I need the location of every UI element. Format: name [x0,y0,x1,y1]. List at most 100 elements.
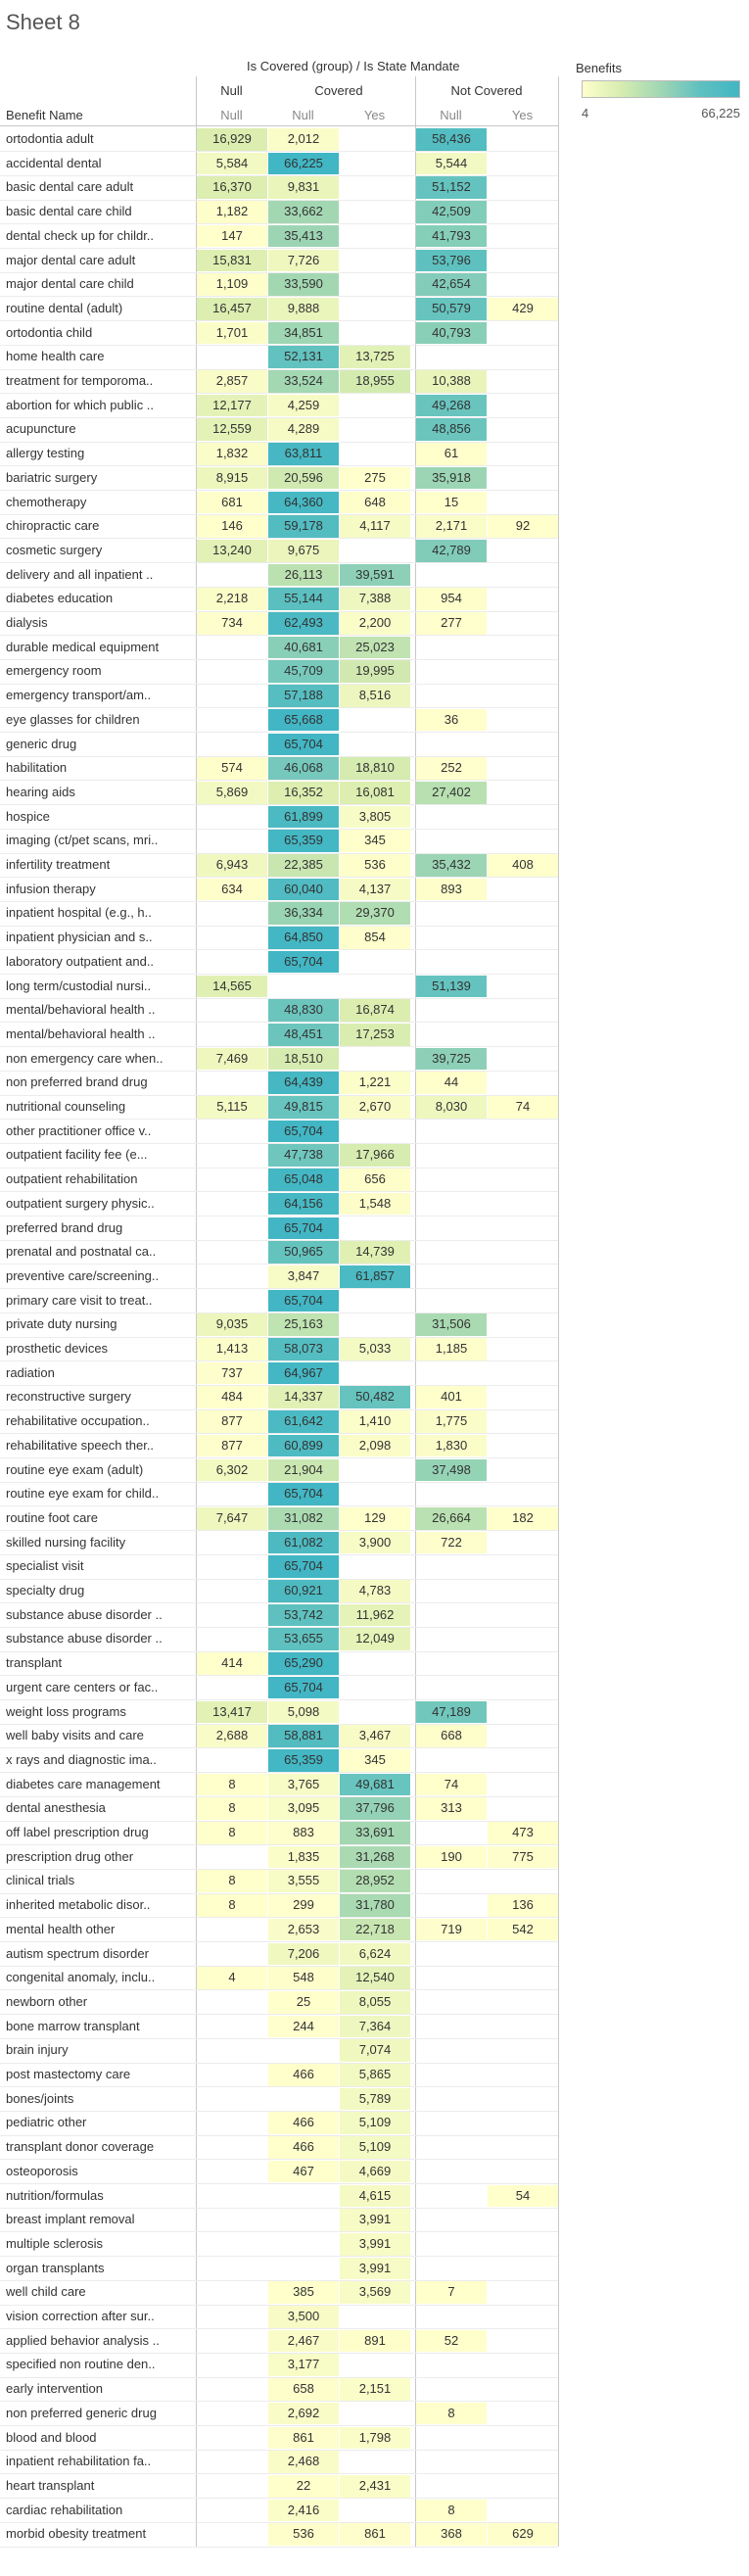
heatmap-cell: 37,498 [416,1458,487,1482]
heatmap-cell: 54 [488,2184,558,2208]
heatmap-cell: 16,929 [197,128,267,151]
row-divider [0,344,558,346]
heatmap-cell: 35,918 [416,466,487,490]
heatmap-cell: 26,664 [416,1506,487,1530]
heatmap-cell: 2,653 [268,1918,339,1941]
row-divider [0,1070,558,1072]
heatmap-cell: 64,439 [268,1072,339,1094]
heatmap-cell: 21,904 [268,1458,339,1482]
row-divider [0,1046,558,1048]
row-label: rehabilitative occupation.. [6,1413,150,1429]
row-label: non emergency care when.. [6,1050,164,1066]
row-divider [0,1747,558,1749]
heatmap-cell: 2,171 [416,515,487,538]
row-label: nutrition/formulas [6,2187,104,2203]
heatmap-cell: 385 [268,2281,339,2304]
heatmap-cell: 10,388 [416,370,487,393]
heatmap-cell: 345 [340,830,410,852]
heatmap-cell: 719 [416,1918,487,1941]
heatmap-cell: 2,151 [340,2378,410,2401]
heatmap-cell: 60,899 [268,1434,339,1457]
heatmap-cell: 50,482 [340,1386,410,1409]
heatmap-cell: 634 [197,878,267,901]
row-divider [0,2279,558,2281]
heatmap-cell: 429 [488,297,558,320]
heatmap-cell: 8 [416,2499,487,2522]
row-divider [0,900,558,902]
heatmap-cell: 854 [340,927,410,949]
row-label: other practitioner office v.. [6,1122,152,1138]
heatmap-cell: 3,500 [268,2306,339,2328]
heatmap-cell: 574 [197,757,267,780]
heatmap-cell: 3,765 [268,1773,339,1796]
heatmap-cell: 31,780 [340,1894,410,1917]
heatmap-cell: 9,831 [268,176,339,200]
row-label: prescription drug other [6,1848,134,1864]
subcolumn-header: Null [440,108,462,122]
group-divider [558,76,559,2547]
column-group-title: Is Covered (group) / Is State Mandate [247,59,460,73]
heatmap-cell: 65,704 [268,733,339,756]
heatmap-cell: 6,624 [340,1942,410,1966]
heatmap-cell: 49,268 [416,394,487,417]
row-label: major dental care child [6,276,134,292]
row-divider [0,1795,558,1797]
heatmap-cell: 44 [416,1072,487,1094]
row-label: routine eye exam for child.. [6,1486,160,1502]
row-label: transplant donor coverage [6,2139,155,2155]
heatmap-cell: 18,810 [340,757,410,780]
heatmap-cell: 542 [488,1918,558,1941]
row-label: mental health other [6,1921,116,1936]
heatmap-cell: 65,704 [268,1483,339,1505]
heatmap-cell: 7,726 [268,249,339,272]
heatmap-cell: 9,675 [268,539,339,562]
heatmap-cell: 57,188 [268,685,339,707]
row-label: routine eye exam (adult) [6,1461,144,1477]
row-divider [0,1312,558,1313]
row-label: major dental care adult [6,252,136,267]
heatmap-cell: 775 [488,1845,558,1869]
heatmap-cell: 734 [197,612,267,635]
row-label: bone marrow transplant [6,2018,140,2033]
row-label: mental/behavioral health .. [6,1026,156,1041]
heatmap-cell: 12,049 [340,1628,410,1651]
heatmap-cell: 65,704 [268,1216,339,1240]
header-divider [0,125,558,126]
row-label: pediatric other [6,2115,87,2130]
heatmap-cell: 8 [197,1894,267,1917]
heatmap-cell: 1,835 [268,1845,339,1869]
heatmap-cell: 65,704 [268,1120,339,1143]
heatmap-cell: 14,337 [268,1386,339,1409]
heatmap-cell: 1,832 [197,443,267,465]
heatmap-cell: 473 [488,1822,558,1844]
row-label: outpatient rehabilitation [6,1171,138,1187]
heatmap-cell: 4,289 [268,418,339,442]
heatmap-cell: 22 [268,2474,339,2498]
heatmap-cell: 8,030 [416,1096,487,1119]
row-label: hospice [6,808,50,824]
group-header: Null [220,83,243,98]
heatmap-cell: 5,098 [268,1700,339,1724]
row-divider [0,2473,558,2475]
row-divider [0,2498,558,2500]
row-label: clinical trials [6,1873,75,1888]
row-divider [0,804,558,806]
heatmap-cell: 65,290 [268,1652,339,1675]
heatmap-cell: 2,688 [197,1725,267,1747]
row-divider [0,1288,558,1290]
row-divider [0,320,558,322]
sheet-title: Sheet 8 [6,10,80,34]
row-divider [0,562,558,564]
heatmap-cell: 36,334 [268,902,339,926]
row-divider [0,2134,558,2136]
row-label: eye glasses for children [6,711,140,727]
heatmap-cell: 3,991 [340,2257,410,2280]
row-divider [0,828,558,830]
row-divider [0,852,558,854]
heatmap-cell: 4,615 [340,2184,410,2208]
row-label: abortion for which public .. [6,397,155,412]
heatmap-cell: 1,548 [340,1192,410,1216]
row-divider [0,1505,558,1507]
heatmap-cell: 49,681 [340,1773,410,1796]
heatmap-cell: 629 [488,2523,558,2546]
